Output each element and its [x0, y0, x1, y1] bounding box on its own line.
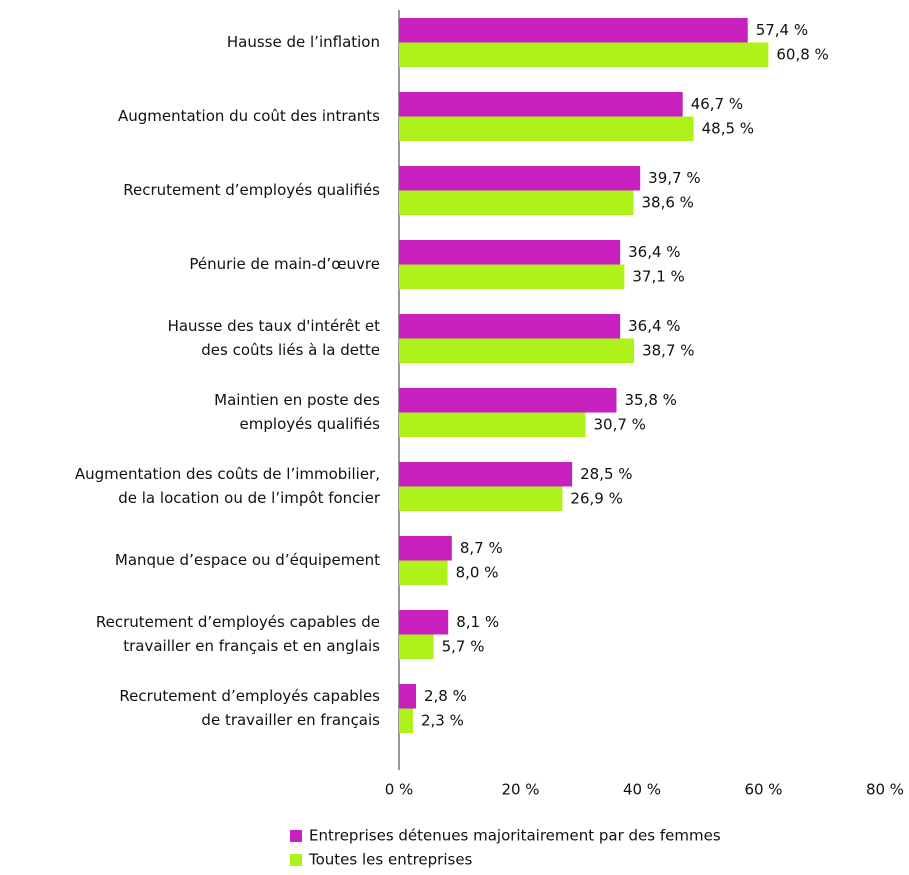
y-tick-label: Pénurie de main-d’œuvre	[189, 255, 380, 273]
value-label: 36,4 %	[628, 243, 680, 261]
y-tick-label: des coûts liés à la dette	[201, 341, 380, 359]
value-label: 8,0 %	[456, 563, 499, 581]
bar	[399, 18, 748, 43]
value-label: 38,6 %	[641, 193, 693, 211]
y-tick-label: Maintien en poste des	[214, 391, 380, 409]
y-tick-label: Manque d’espace ou d’équipement	[115, 551, 380, 569]
value-label: 57,4 %	[756, 21, 808, 39]
value-label: 38,7 %	[642, 341, 694, 359]
x-tick-label: 60 %	[744, 781, 782, 799]
bar	[399, 634, 434, 659]
bar	[399, 92, 683, 117]
value-label: 39,7 %	[648, 169, 700, 187]
y-tick-label: Recrutement d’employés qualifiés	[123, 181, 380, 199]
bar	[399, 166, 641, 191]
value-label: 2,8 %	[424, 687, 467, 705]
bar	[399, 388, 617, 413]
value-label: 5,7 %	[442, 637, 485, 655]
value-label: 8,1 %	[456, 613, 499, 631]
bar	[399, 560, 448, 585]
x-tick-label: 40 %	[623, 781, 661, 799]
legend-swatch	[290, 830, 302, 842]
y-tick-label: Augmentation du coût des intrants	[118, 107, 380, 125]
legend-swatch	[290, 854, 302, 866]
legend-label: Toutes les entreprises	[308, 851, 473, 869]
bar	[399, 536, 452, 561]
y-tick-label: Hausse des taux d'intérêt et	[168, 317, 381, 335]
value-label: 2,3 %	[421, 711, 464, 729]
y-tick-label: de travailler en français	[201, 711, 380, 729]
bar	[399, 240, 621, 265]
value-label: 30,7 %	[594, 415, 646, 433]
bar	[399, 314, 621, 339]
y-tick-label: Hausse de l’inflation	[227, 33, 380, 51]
value-label: 46,7 %	[691, 95, 743, 113]
y-tick-label: de la location ou de l’impôt foncier	[118, 489, 381, 507]
bar	[399, 264, 625, 289]
bar	[399, 708, 413, 733]
y-tick-label: Recrutement d’employés capables	[119, 687, 380, 705]
value-label: 26,9 %	[570, 489, 622, 507]
value-label: 37,1 %	[632, 267, 684, 285]
bar	[399, 42, 769, 67]
value-label: 35,8 %	[624, 391, 676, 409]
value-label: 28,5 %	[580, 465, 632, 483]
bar	[399, 116, 694, 141]
value-label: 60,8 %	[776, 45, 828, 63]
y-tick-label: Augmentation des coûts de l’immobilier,	[75, 465, 380, 483]
bar	[399, 338, 635, 363]
y-tick-label: Recrutement d’employés capables de	[96, 613, 380, 631]
x-tick-label: 20 %	[501, 781, 539, 799]
value-label: 48,5 %	[702, 119, 754, 137]
bar	[399, 190, 634, 215]
legend-label: Entreprises détenues majoritairement par…	[309, 827, 721, 845]
y-tick-label: employés qualifiés	[240, 415, 381, 433]
y-tick-label: travailler en français et en anglais	[123, 637, 380, 655]
bar	[399, 462, 573, 487]
value-label: 36,4 %	[628, 317, 680, 335]
x-tick-label: 80 %	[866, 781, 904, 799]
bar	[399, 412, 586, 437]
x-tick-label: 0 %	[385, 781, 414, 799]
bar	[399, 486, 563, 511]
bar	[399, 610, 449, 635]
value-label: 8,7 %	[460, 539, 503, 557]
bar	[399, 684, 417, 709]
